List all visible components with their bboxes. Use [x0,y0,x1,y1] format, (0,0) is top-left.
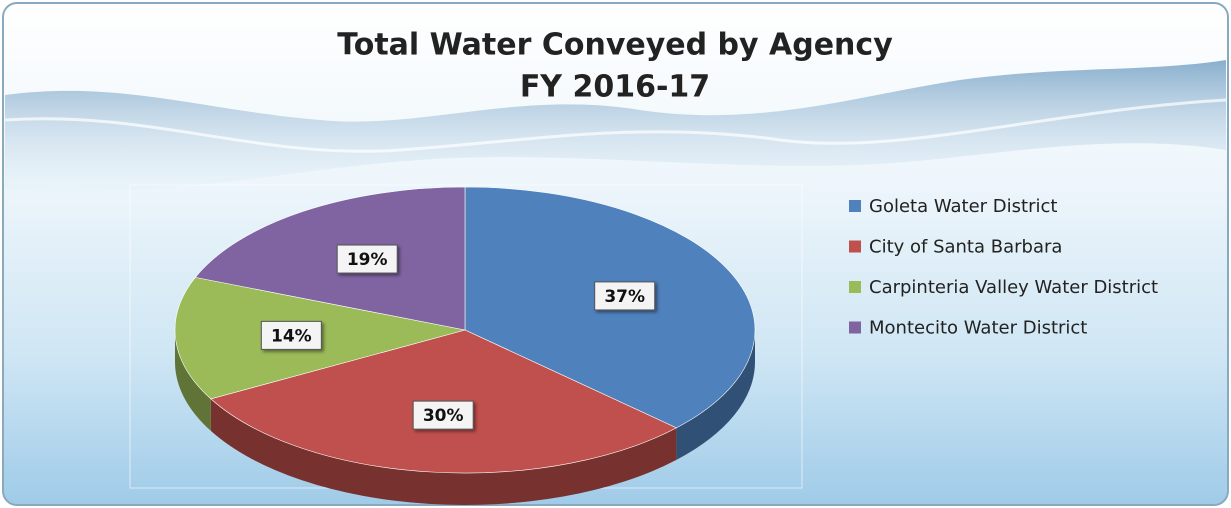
legend-swatch [849,281,861,293]
legend-label: Montecito Water District [869,318,1087,339]
data-label-text: 14% [271,326,312,346]
legend-swatch [849,200,861,212]
legend-swatch [849,241,861,253]
legend-label: Goleta Water District [869,196,1057,217]
chart-subtitle: FY 2016-17 [520,70,710,105]
data-label-text: 30% [423,406,464,426]
chart: Total Water Conveyed by Agency FY 2016-1… [0,0,1231,508]
data-label-text: 19% [347,250,388,270]
legend-swatch [849,322,861,334]
chart-title: Total Water Conveyed by Agency [337,28,893,63]
data-label-text: 37% [604,287,645,307]
page: Total Water Conveyed by Agency FY 2016-1… [0,0,1231,508]
data-label: 30% [413,401,473,429]
data-label: 14% [261,321,321,349]
data-label: 19% [337,245,397,273]
data-label: 37% [595,282,655,310]
legend-label: City of Santa Barbara [869,237,1062,258]
legend-label: Carpinteria Valley Water District [869,277,1158,298]
